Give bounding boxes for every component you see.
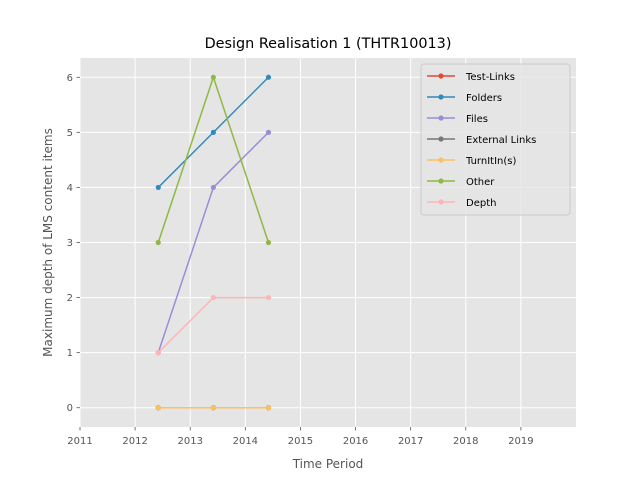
legend-entry: Folders bbox=[427, 93, 502, 104]
x-axis-ticks: 2011 2012 2013 2014 2015 2016 2017 2018 2019 bbox=[67, 427, 534, 447]
legend-label: Test-Links bbox=[465, 72, 515, 83]
series-folders bbox=[155, 74, 272, 191]
x-tick-label: 2013 bbox=[177, 436, 202, 447]
x-tick-label: 2016 bbox=[343, 436, 368, 447]
data-point bbox=[265, 74, 272, 80]
legend-marker bbox=[438, 157, 444, 163]
data-point bbox=[155, 239, 161, 246]
legend-label: Depth bbox=[466, 198, 496, 209]
x-tick-label: 2018 bbox=[453, 436, 478, 447]
legend-marker bbox=[438, 178, 444, 184]
y-tick-label: 3 bbox=[67, 238, 73, 249]
legend-marker bbox=[438, 94, 444, 100]
data-point bbox=[210, 74, 216, 80]
series-other bbox=[155, 74, 272, 246]
y-tick-label: 0 bbox=[67, 403, 73, 414]
data-point bbox=[210, 294, 216, 301]
x-tick-label: 2019 bbox=[508, 436, 533, 447]
legend-box bbox=[420, 63, 571, 216]
legend-entry: External Links bbox=[427, 135, 536, 146]
y-tick-label: 6 bbox=[67, 73, 73, 84]
x-axis-label: Time Period bbox=[292, 457, 364, 471]
legend: Test-Links Folders Files External Links Turn… bbox=[420, 63, 571, 216]
legend-marker bbox=[438, 199, 444, 205]
legend-entry: TurnItIn(s) bbox=[427, 156, 516, 167]
series-depth bbox=[155, 294, 272, 356]
chart-title: Design Realisation 1 (THTR10013) bbox=[205, 36, 452, 52]
y-tick-label: 1 bbox=[67, 348, 73, 359]
data-point bbox=[210, 405, 216, 411]
x-tick-label: 2014 bbox=[233, 436, 258, 447]
data-point bbox=[265, 129, 272, 135]
y-tick-label: 5 bbox=[67, 128, 73, 139]
series-turnitin-s- bbox=[155, 405, 272, 411]
data-point bbox=[265, 239, 272, 246]
x-tick-label: 2017 bbox=[398, 436, 423, 447]
data-point bbox=[210, 184, 216, 191]
x-tick-label: 2015 bbox=[288, 436, 313, 447]
legend-entry: Files bbox=[427, 114, 488, 125]
legend-entry: Depth bbox=[427, 198, 496, 209]
legend-label: Folders bbox=[466, 93, 502, 104]
legend-label: TurnItIn(s) bbox=[465, 156, 516, 167]
data-point bbox=[210, 129, 216, 135]
legend-marker bbox=[438, 136, 444, 142]
y-axis-ticks: 0 1 2 3 4 5 6 bbox=[67, 73, 80, 414]
legend-marker bbox=[438, 115, 444, 121]
data-point bbox=[265, 405, 272, 411]
legend-entry: Other bbox=[427, 177, 495, 188]
y-tick-label: 4 bbox=[67, 183, 73, 194]
x-tick-label: 2012 bbox=[122, 436, 147, 447]
data-point bbox=[155, 405, 161, 411]
legend-label: Other bbox=[466, 177, 495, 188]
x-tick-label: 2011 bbox=[67, 436, 92, 447]
data-point bbox=[155, 350, 161, 356]
legend-label: External Links bbox=[466, 135, 536, 146]
legend-label: Files bbox=[466, 114, 488, 125]
legend-entry: Test-Links bbox=[427, 72, 515, 83]
series-layer bbox=[155, 74, 272, 411]
legend-marker bbox=[438, 73, 444, 79]
data-point bbox=[265, 294, 272, 301]
y-axis-label: Maximum depth of LMS content items bbox=[41, 128, 55, 357]
data-point bbox=[155, 184, 161, 191]
y-tick-label: 2 bbox=[67, 293, 73, 304]
